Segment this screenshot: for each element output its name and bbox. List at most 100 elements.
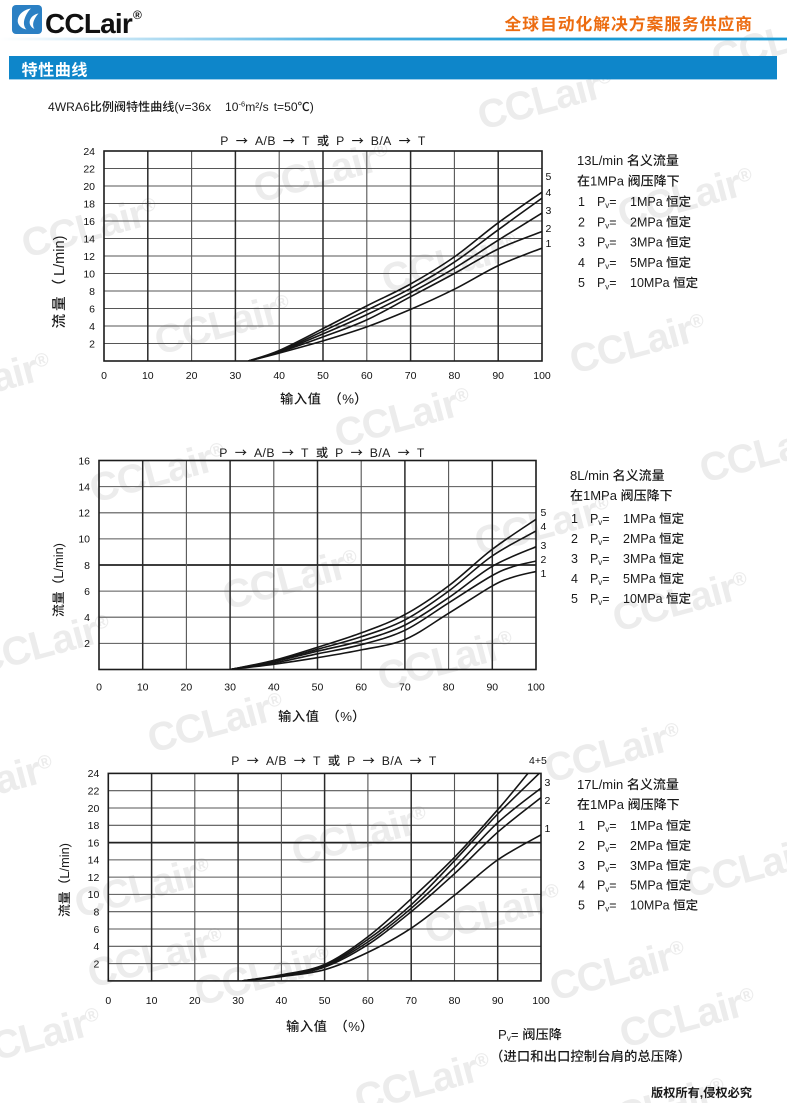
svg-text:1: 1 xyxy=(578,819,585,833)
svg-text:t=50: t=50 xyxy=(274,100,298,114)
svg-text:v: v xyxy=(598,538,602,547)
svg-text:B/A: B/A xyxy=(371,134,392,148)
svg-text:1MPa: 1MPa xyxy=(590,797,625,812)
svg-text:A/B: A/B xyxy=(254,446,275,460)
svg-text:4: 4 xyxy=(541,521,547,533)
svg-text:20: 20 xyxy=(83,181,95,193)
svg-text:50: 50 xyxy=(317,370,329,382)
svg-text:P: P xyxy=(597,276,605,290)
svg-text:18: 18 xyxy=(88,820,100,832)
svg-text:T: T xyxy=(313,754,321,768)
svg-text:2: 2 xyxy=(93,958,99,970)
svg-text:8L/min: 8L/min xyxy=(570,468,609,483)
svg-text:v: v xyxy=(507,1034,512,1043)
svg-text:v: v xyxy=(598,598,602,607)
svg-text:5: 5 xyxy=(571,592,578,606)
svg-text:T: T xyxy=(417,446,425,460)
svg-text:1: 1 xyxy=(546,238,552,250)
svg-text:P: P xyxy=(590,572,598,586)
svg-text:14: 14 xyxy=(88,855,100,867)
svg-text:): ) xyxy=(52,236,68,241)
svg-text:=: = xyxy=(609,819,616,833)
svg-text:=: = xyxy=(609,839,616,853)
svg-text:20: 20 xyxy=(181,682,193,694)
svg-text:4: 4 xyxy=(89,321,95,333)
svg-text:CCLair: CCLair xyxy=(45,8,133,39)
svg-text:2: 2 xyxy=(571,532,578,546)
svg-text:12: 12 xyxy=(88,872,100,884)
svg-text:5MPa: 5MPa xyxy=(630,879,663,893)
svg-text:P: P xyxy=(597,215,605,229)
svg-text:P: P xyxy=(597,859,605,873)
svg-text:v: v xyxy=(605,282,609,291)
svg-text:5: 5 xyxy=(578,276,585,290)
svg-text:80: 80 xyxy=(449,995,461,1007)
svg-text:v: v xyxy=(598,578,602,587)
svg-text:10MPa: 10MPa xyxy=(630,276,670,290)
svg-text:4+5: 4+5 xyxy=(529,755,547,767)
svg-text:%: % xyxy=(340,709,352,724)
svg-text:90: 90 xyxy=(492,370,504,382)
svg-text:60: 60 xyxy=(361,370,373,382)
svg-text:=: = xyxy=(609,256,616,270)
svg-text:4: 4 xyxy=(571,572,578,586)
svg-text:v: v xyxy=(605,905,609,914)
svg-text:14: 14 xyxy=(83,233,95,245)
svg-text:8: 8 xyxy=(84,560,90,572)
svg-text:v: v xyxy=(605,262,609,271)
svg-text:18: 18 xyxy=(83,198,95,210)
svg-text:5MPa: 5MPa xyxy=(630,256,663,270)
svg-text:20: 20 xyxy=(189,995,201,1007)
svg-text:4: 4 xyxy=(93,941,99,953)
svg-text:=: = xyxy=(602,532,609,546)
svg-text:P: P xyxy=(590,512,598,526)
svg-text:1: 1 xyxy=(578,195,585,209)
svg-text:6: 6 xyxy=(93,924,99,936)
svg-text:P: P xyxy=(597,819,605,833)
svg-text:3: 3 xyxy=(545,777,551,789)
svg-text:50: 50 xyxy=(312,682,324,694)
svg-text:v: v xyxy=(605,865,609,874)
svg-text:=: = xyxy=(602,572,609,586)
svg-text:P: P xyxy=(231,754,240,768)
svg-text:16: 16 xyxy=(88,837,100,849)
svg-text:0: 0 xyxy=(101,370,107,382)
svg-text:10: 10 xyxy=(137,682,149,694)
svg-text:90: 90 xyxy=(492,995,504,1007)
svg-text:=: = xyxy=(609,215,616,229)
svg-text:100: 100 xyxy=(527,682,545,694)
svg-text:=: = xyxy=(609,236,616,250)
svg-text:3MPa: 3MPa xyxy=(630,859,663,873)
svg-text:(v=36x: (v=36x xyxy=(174,100,211,114)
svg-text:2MPa: 2MPa xyxy=(623,532,656,546)
svg-text:1MPa: 1MPa xyxy=(630,195,663,209)
svg-text:P: P xyxy=(336,134,345,148)
svg-text:P: P xyxy=(335,446,344,460)
svg-text:30: 30 xyxy=(230,370,242,382)
svg-text:P: P xyxy=(597,256,605,270)
svg-text:10MPa: 10MPa xyxy=(623,592,663,606)
svg-text:5: 5 xyxy=(541,507,547,519)
svg-text:10: 10 xyxy=(142,370,154,382)
svg-text:=: = xyxy=(609,195,616,209)
svg-text:P: P xyxy=(597,899,605,913)
svg-text:20: 20 xyxy=(186,370,198,382)
svg-text:6: 6 xyxy=(89,303,95,315)
svg-text:20: 20 xyxy=(88,803,100,815)
svg-text:2: 2 xyxy=(545,795,551,807)
svg-text:P: P xyxy=(590,532,598,546)
svg-text:70: 70 xyxy=(405,995,417,1007)
svg-text:): ) xyxy=(310,100,314,114)
svg-text:1MPa: 1MPa xyxy=(583,488,618,503)
svg-text:2: 2 xyxy=(578,839,585,853)
svg-text:P: P xyxy=(597,236,605,250)
svg-text:24: 24 xyxy=(83,146,95,158)
svg-text:1: 1 xyxy=(571,512,578,526)
svg-text:70: 70 xyxy=(399,682,411,694)
svg-text:60: 60 xyxy=(355,682,367,694)
svg-text:40: 40 xyxy=(273,370,285,382)
svg-text:2: 2 xyxy=(578,215,585,229)
svg-text:T: T xyxy=(418,134,426,148)
svg-text:L/min: L/min xyxy=(51,547,66,578)
svg-text:B/A: B/A xyxy=(382,754,403,768)
